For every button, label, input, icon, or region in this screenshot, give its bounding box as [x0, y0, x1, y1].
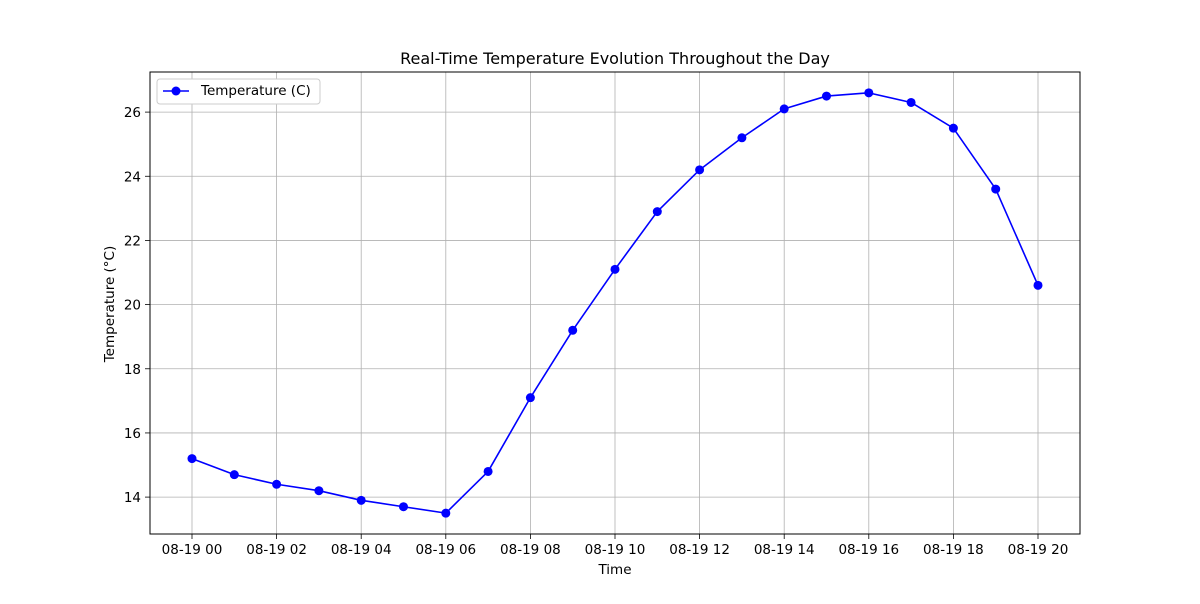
data-point [991, 184, 1001, 194]
data-point [864, 88, 874, 98]
x-tick-label: 08-19 04 [331, 542, 392, 558]
data-point [695, 165, 705, 175]
plot-frame [149, 71, 1081, 535]
data-point [441, 508, 451, 518]
data-point [272, 479, 282, 489]
x-tick-label: 08-19 10 [585, 542, 646, 558]
y-tick-label: 16 [124, 426, 141, 442]
x-tick-label: 08-19 20 [1008, 542, 1069, 558]
x-tick-label: 08-19 08 [500, 542, 561, 558]
y-tick-label: 22 [124, 233, 141, 249]
y-tick-label: 18 [124, 362, 141, 378]
legend-label: Temperature (C) [200, 83, 311, 99]
data-point [822, 91, 831, 101]
x-tick-label: 08-19 06 [415, 542, 476, 558]
chart-title: Real-Time Temperature Evolution Througho… [400, 49, 830, 68]
data-point [229, 470, 239, 480]
legend-marker [171, 86, 181, 96]
x-tick-label: 08-19 02 [246, 542, 307, 558]
data-point [314, 486, 324, 496]
x-axis-label: Time [597, 562, 631, 578]
data-point [737, 133, 747, 143]
data-point [525, 393, 535, 403]
x-tick-label: 08-19 18 [923, 542, 984, 558]
x-tick-label: 08-19 14 [754, 542, 815, 558]
data-point [568, 325, 578, 335]
data-point [356, 495, 366, 505]
y-tick-label: 20 [124, 298, 141, 314]
y-tick-label: 24 [124, 169, 141, 185]
data-point [652, 207, 662, 217]
data-point [399, 502, 408, 512]
data-point [610, 264, 620, 274]
x-tick-label: 08-19 16 [838, 542, 899, 558]
data-point [483, 466, 493, 476]
data-point [1033, 280, 1043, 290]
data-point [187, 454, 197, 464]
x-tick-label: 08-19 00 [162, 542, 223, 558]
data-point [779, 104, 789, 114]
y-tick-label: 26 [124, 105, 141, 121]
data-point [948, 123, 958, 133]
y-tick-label: 14 [124, 490, 141, 506]
data-point [906, 97, 916, 107]
y-axis-label: Temperature (°C) [102, 246, 118, 364]
grid-lines [150, 72, 1080, 534]
axis-ticks: 08-19 00 08-19 02 08-19 04 08-19 06 08-19 08… [124, 105, 1069, 558]
legend: Temperature (C) [156, 78, 321, 105]
x-tick-label: 08-19 12 [669, 542, 730, 558]
legend-box [156, 78, 321, 105]
series-layer [187, 88, 1043, 518]
